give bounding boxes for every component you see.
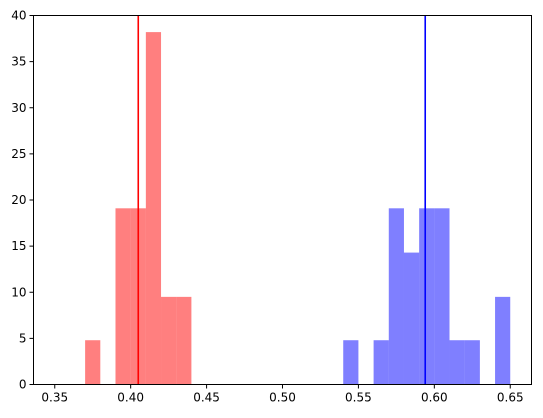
- y-tick-label: 5: [19, 331, 27, 345]
- histogram-bar: [434, 208, 450, 385]
- y-tick-label: 20: [11, 193, 26, 207]
- histogram-bar: [145, 32, 162, 385]
- histogram-bar: [115, 208, 131, 385]
- x-tick-label: 0.35: [41, 391, 68, 405]
- histogram-bar: [343, 340, 359, 385]
- histogram-bar: [373, 340, 389, 385]
- y-tick-label: 15: [11, 239, 26, 253]
- y-tick-label: 0: [19, 378, 27, 392]
- histogram-bar: [419, 208, 435, 385]
- x-tick-label: 0.50: [269, 391, 296, 405]
- histogram-bar: [161, 296, 177, 385]
- histogram-bar: [449, 340, 465, 385]
- histogram-bar: [176, 296, 192, 385]
- y-tick-label: 10: [11, 285, 26, 299]
- histogram-bar: [85, 340, 101, 385]
- x-tick-label: 0.55: [345, 391, 372, 405]
- x-axis-ticks: 0.35 0.40 0.45 0.50 0.55 0.60 0.65: [41, 384, 524, 405]
- histogram-bars: [85, 32, 511, 385]
- x-tick-label: 0.45: [193, 391, 220, 405]
- mean-lines: [137, 15, 427, 385]
- y-tick-label: 40: [11, 9, 26, 23]
- y-axis-ticks: 0 5 10 15 20 25 30 35 40: [11, 9, 34, 392]
- histogram-bar: [464, 340, 480, 385]
- y-tick-label: 30: [11, 101, 26, 115]
- y-tick-label: 35: [11, 55, 26, 69]
- y-tick-label: 25: [11, 147, 26, 161]
- histogram-bar: [388, 208, 404, 385]
- histogram-bar: [403, 252, 420, 385]
- x-tick-label: 0.65: [497, 391, 524, 405]
- x-tick-label: 0.60: [421, 391, 448, 405]
- histogram-bar: [495, 296, 511, 385]
- x-tick-label: 0.40: [117, 391, 144, 405]
